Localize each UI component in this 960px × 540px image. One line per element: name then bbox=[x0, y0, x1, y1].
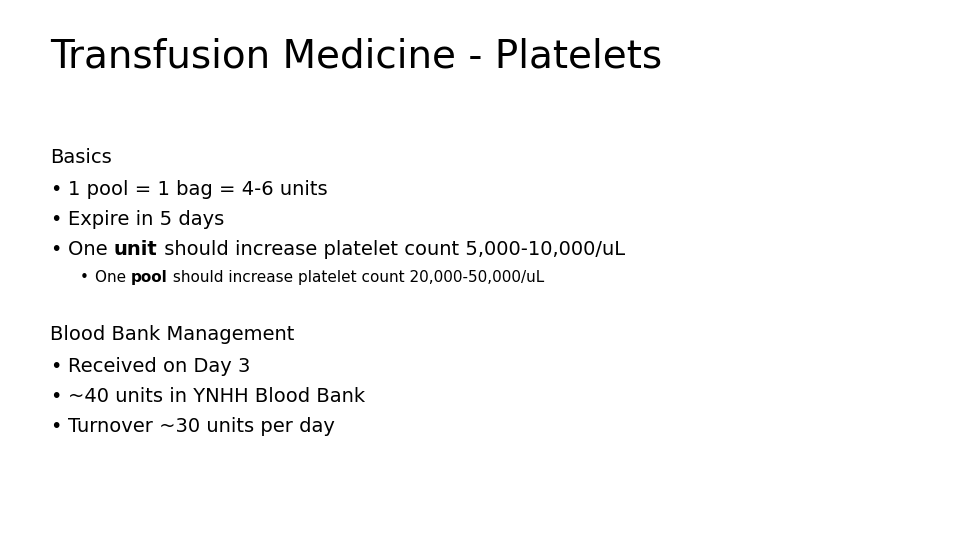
Text: should increase platelet count 20,000-50,000/uL: should increase platelet count 20,000-50… bbox=[168, 270, 544, 285]
Text: ~40 units in YNHH Blood Bank: ~40 units in YNHH Blood Bank bbox=[68, 387, 365, 406]
Text: •: • bbox=[50, 387, 61, 406]
Text: pool: pool bbox=[131, 270, 168, 285]
Text: should increase platelet count 5,000-10,000/uL: should increase platelet count 5,000-10,… bbox=[157, 240, 625, 259]
Text: •: • bbox=[50, 180, 61, 199]
Text: unit: unit bbox=[114, 240, 157, 259]
Text: •: • bbox=[50, 417, 61, 436]
Text: One: One bbox=[95, 270, 131, 285]
Text: •: • bbox=[80, 270, 89, 285]
Text: Transfusion Medicine - Platelets: Transfusion Medicine - Platelets bbox=[50, 38, 662, 76]
Text: Turnover ~30 units per day: Turnover ~30 units per day bbox=[68, 417, 335, 436]
Text: •: • bbox=[50, 240, 61, 259]
Text: Received on Day 3: Received on Day 3 bbox=[68, 357, 251, 376]
Text: One: One bbox=[68, 240, 114, 259]
Text: Basics: Basics bbox=[50, 148, 111, 167]
Text: 1 pool = 1 bag = 4-6 units: 1 pool = 1 bag = 4-6 units bbox=[68, 180, 327, 199]
Text: Expire in 5 days: Expire in 5 days bbox=[68, 210, 225, 229]
Text: •: • bbox=[50, 210, 61, 229]
Text: Blood Bank Management: Blood Bank Management bbox=[50, 325, 295, 344]
Text: •: • bbox=[50, 357, 61, 376]
